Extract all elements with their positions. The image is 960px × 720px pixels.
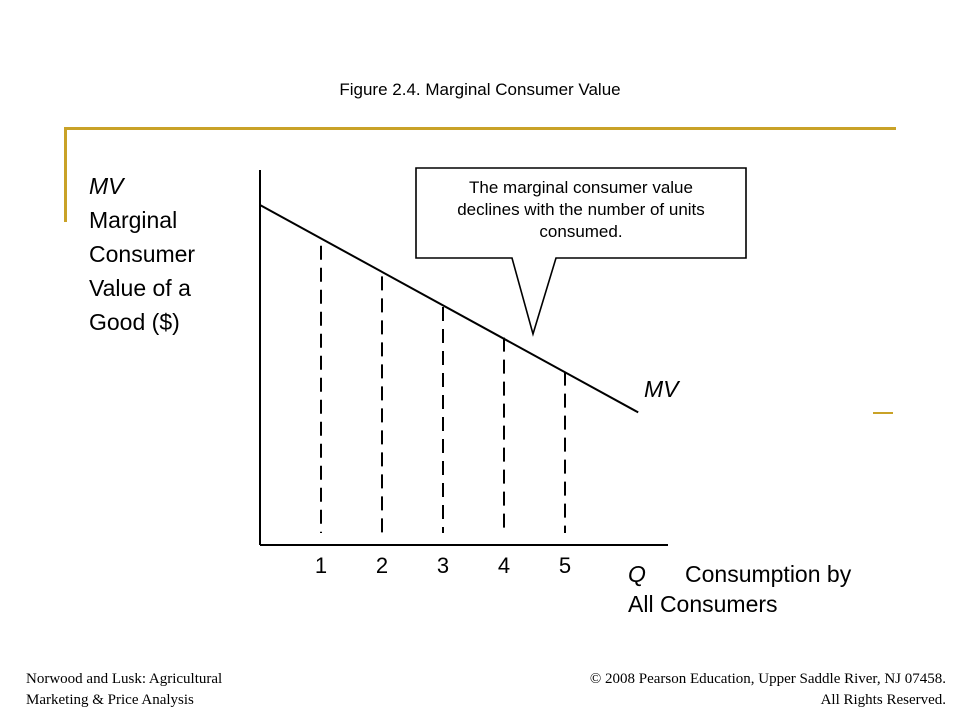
callout-text-line: declines with the number of units (457, 200, 705, 219)
accent-line-top (64, 127, 896, 130)
y-axis-label-line: Consumer (89, 241, 195, 267)
footer-right-line: © 2008 Pearson Education, Upper Saddle R… (589, 671, 946, 687)
x-axis-symbol: Q (628, 561, 646, 587)
callout-box: The marginal consumer value declines with… (415, 167, 747, 337)
x-tick-label: 2 (376, 553, 388, 578)
footer-left-line: Norwood and Lusk: Agricultural (26, 671, 223, 687)
y-axis-label: MV Marginal Consumer Value of a Good ($) (89, 173, 195, 335)
accent-line-right-tick (873, 412, 893, 414)
callout-text-line: The marginal consumer value (469, 178, 693, 197)
y-axis-label-line: Good ($) (89, 309, 180, 335)
figure-title: Figure 2.4. Marginal Consumer Value (339, 80, 621, 99)
y-axis-symbol: MV (89, 173, 126, 199)
accent-line-left (64, 127, 67, 222)
x-tick-labels: 1 2 3 4 5 (315, 553, 571, 578)
dashed-drop-lines (320, 245, 566, 533)
footer-citation: Norwood and Lusk: Agricultural Marketing… (26, 669, 346, 711)
footer-copyright: © 2008 Pearson Education, Upper Saddle R… (486, 669, 946, 711)
x-tick-label: 1 (315, 553, 327, 578)
y-axis-label-line: Value of a (89, 275, 191, 301)
marginal-value-chart: MV Marginal Consumer Value of a Good ($) MV … (89, 167, 852, 617)
footer-right-line: All Rights Reserved. (820, 692, 946, 708)
callout-text: The marginal consumer value declines with… (457, 178, 705, 241)
mv-curve-label: MV (644, 376, 681, 402)
x-axis-label-line: All Consumers (628, 591, 778, 617)
x-tick-label: 5 (559, 553, 571, 578)
footer-left-line: Marketing & Price Analysis (26, 692, 194, 708)
x-axis-label: Consumption by All Consumers (628, 561, 852, 617)
x-axis-label-line: Consumption by (685, 561, 852, 587)
x-tick-label: 3 (437, 553, 449, 578)
callout-text-line: consumed. (539, 222, 622, 241)
mv-curve (259, 204, 639, 414)
callout-bubble (415, 167, 747, 337)
y-axis-label-line: Marginal (89, 207, 177, 233)
x-tick-label: 4 (498, 553, 510, 578)
